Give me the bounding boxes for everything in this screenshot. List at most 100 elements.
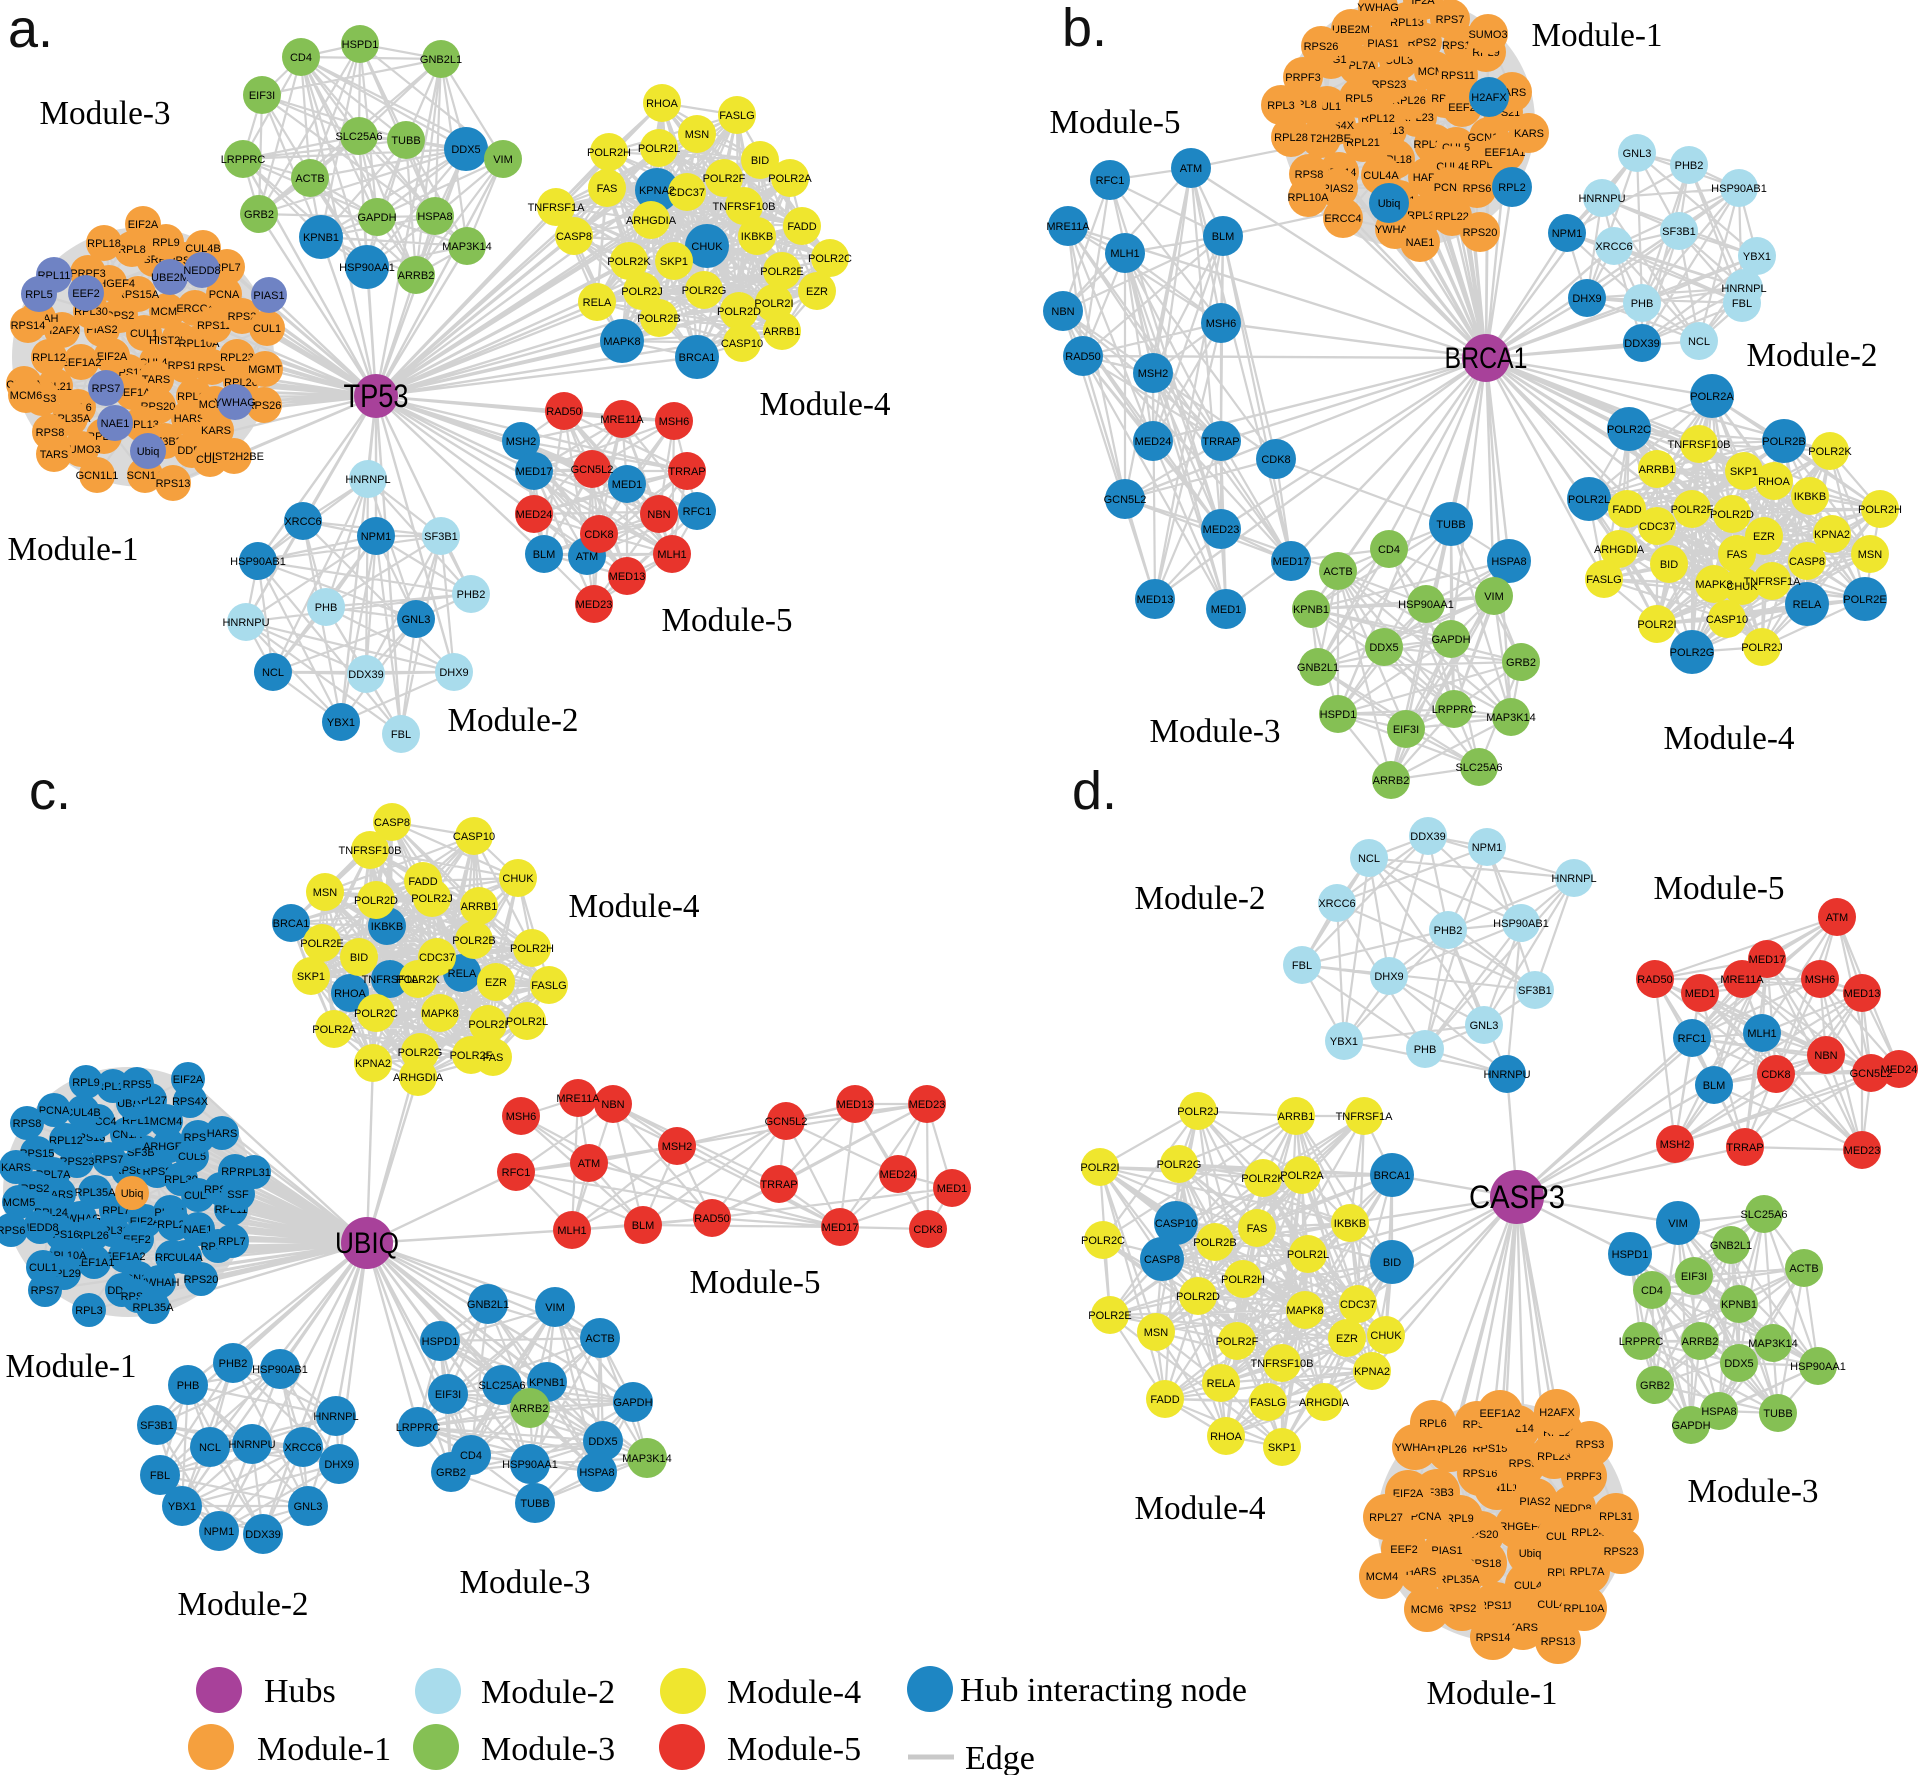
svg-text:SF3B1: SF3B1: [424, 531, 458, 543]
svg-text:YBX1: YBX1: [1330, 1036, 1358, 1048]
svg-text:POLR2B: POLR2B: [452, 935, 495, 947]
svg-text:CDC37: CDC37: [669, 187, 705, 199]
svg-text:POLR2L: POLR2L: [506, 1016, 548, 1028]
svg-text:RPL35A: RPL35A: [1439, 1574, 1481, 1586]
svg-text:EIF3I: EIF3I: [435, 1389, 461, 1401]
svg-text:CUL4A: CUL4A: [167, 1252, 203, 1264]
svg-text:RPS14: RPS14: [1476, 1632, 1511, 1644]
svg-text:Module-4: Module-4: [569, 888, 700, 925]
svg-text:RHOA: RHOA: [1210, 1431, 1242, 1443]
svg-text:RPS4X: RPS4X: [172, 1096, 209, 1108]
svg-text:PCNA: PCNA: [39, 1105, 70, 1117]
svg-text:POLR2I: POLR2I: [468, 1019, 507, 1031]
svg-text:RPL10A: RPL10A: [1564, 1603, 1606, 1615]
svg-text:POLR2G: POLR2G: [1670, 647, 1715, 659]
svg-text:PIAS2: PIAS2: [1519, 1496, 1550, 1508]
svg-text:KARS: KARS: [1514, 128, 1544, 140]
svg-text:Module-3: Module-3: [481, 1731, 615, 1768]
svg-text:BRCA1: BRCA1: [1445, 342, 1528, 375]
svg-text:KARS: KARS: [1, 1162, 31, 1174]
svg-text:Module-2: Module-2: [448, 702, 579, 739]
svg-text:POLR2E: POLR2E: [1843, 594, 1886, 606]
svg-text:GCN5L2: GCN5L2: [1850, 1068, 1893, 1080]
svg-text:EIF2A: EIF2A: [97, 351, 128, 363]
svg-text:TNFRSF10B: TNFRSF10B: [1668, 439, 1731, 451]
svg-text:ARHGDIA: ARHGDIA: [1299, 1397, 1350, 1409]
svg-text:PCNA: PCNA: [209, 289, 240, 301]
svg-text:RPL18: RPL18: [87, 238, 121, 250]
svg-text:PHB: PHB: [177, 1380, 200, 1392]
svg-text:ARRB1: ARRB1: [461, 901, 498, 913]
svg-text:Module-1: Module-1: [257, 1731, 391, 1768]
svg-text:TRRAP: TRRAP: [668, 466, 705, 478]
svg-text:MED17: MED17: [516, 466, 553, 478]
svg-text:HNRNPU: HNRNPU: [222, 617, 269, 629]
svg-text:UBE2M: UBE2M: [1332, 24, 1370, 36]
svg-text:HSP90AA1: HSP90AA1: [1398, 599, 1454, 611]
svg-text:RPL3: RPL3: [1267, 100, 1295, 112]
svg-text:NBN: NBN: [1051, 306, 1074, 318]
svg-text:CASP3: CASP3: [1469, 1179, 1565, 1215]
svg-text:POLR2D: POLR2D: [354, 895, 398, 907]
svg-text:NPM1: NPM1: [1472, 842, 1503, 854]
svg-text:RPS23: RPS23: [60, 1156, 95, 1168]
svg-text:Ubiq: Ubiq: [1519, 1548, 1542, 1560]
svg-text:MED24: MED24: [880, 1169, 917, 1181]
svg-text:POLR2A: POLR2A: [1690, 391, 1734, 403]
svg-text:CHUK: CHUK: [691, 241, 723, 253]
svg-text:GNL3: GNL3: [1623, 148, 1652, 160]
svg-text:GRB2: GRB2: [436, 1467, 466, 1479]
svg-text:POLR2E: POLR2E: [1088, 1310, 1131, 1322]
svg-text:RAD50: RAD50: [1637, 974, 1672, 986]
svg-text:POLR2E: POLR2E: [300, 938, 343, 950]
svg-text:RPS11: RPS11: [1479, 1600, 1513, 1612]
svg-text:RPS8: RPS8: [36, 427, 65, 439]
svg-text:EIF3I: EIF3I: [1393, 724, 1419, 736]
svg-text:MSN: MSN: [1858, 549, 1883, 561]
svg-text:b.: b.: [1062, 0, 1107, 58]
svg-text:EEF1A1: EEF1A1: [74, 1257, 115, 1269]
svg-text:RPS11: RPS11: [197, 320, 231, 332]
svg-text:RPL31: RPL31: [237, 1167, 271, 1179]
svg-text:EEF1A2: EEF1A2: [105, 1251, 146, 1263]
svg-text:RELA: RELA: [1207, 1378, 1236, 1390]
svg-text:MSN: MSN: [313, 887, 338, 899]
svg-text:PIAS1: PIAS1: [253, 290, 284, 302]
svg-text:ARRB2: ARRB2: [398, 270, 435, 282]
svg-text:DDX5: DDX5: [588, 1436, 617, 1448]
svg-text:HSPA8: HSPA8: [1701, 1406, 1736, 1418]
svg-text:FAS: FAS: [483, 1052, 504, 1064]
svg-text:MED23: MED23: [909, 1099, 946, 1111]
svg-text:MRE11A: MRE11A: [1720, 974, 1764, 986]
svg-text:SLC25A6: SLC25A6: [335, 131, 382, 143]
svg-text:YBX1: YBX1: [168, 1501, 196, 1513]
svg-text:POLR2G: POLR2G: [682, 285, 727, 297]
svg-text:MLH1: MLH1: [657, 549, 686, 561]
svg-text:EIF2A: EIF2A: [128, 219, 159, 231]
svg-text:ARRB1: ARRB1: [1639, 464, 1676, 476]
svg-text:GRB2: GRB2: [244, 209, 274, 221]
svg-text:CDC37: CDC37: [419, 952, 455, 964]
svg-text:MLH1: MLH1: [557, 1225, 586, 1237]
svg-text:SKP1: SKP1: [1268, 1442, 1296, 1454]
svg-text:EIF2A: EIF2A: [173, 1074, 204, 1086]
svg-text:UBIQ: UBIQ: [335, 1227, 399, 1260]
svg-text:YWHAH: YWHAH: [1395, 1442, 1436, 1454]
svg-text:ARRB1: ARRB1: [764, 326, 801, 338]
svg-text:FASLG: FASLG: [719, 110, 754, 122]
svg-text:RFC1: RFC1: [502, 1167, 531, 1179]
svg-text:MED13: MED13: [1844, 988, 1881, 1000]
svg-text:MED23: MED23: [1844, 1145, 1881, 1157]
svg-text:PIAS1: PIAS1: [1367, 38, 1398, 50]
svg-text:RPL22: RPL22: [1435, 211, 1469, 223]
svg-text:RFC1: RFC1: [1096, 175, 1125, 187]
svg-text:EEF1A2: EEF1A2: [61, 357, 102, 369]
svg-text:POLR2F: POLR2F: [450, 1050, 493, 1062]
svg-text:RPL27: RPL27: [1369, 1512, 1403, 1524]
svg-text:MAP3K14: MAP3K14: [622, 1453, 672, 1465]
svg-text:SKP1: SKP1: [297, 971, 325, 983]
svg-text:POLR2G: POLR2G: [398, 1047, 443, 1059]
svg-text:RFC1: RFC1: [683, 506, 712, 518]
svg-text:NPM1: NPM1: [361, 531, 392, 543]
svg-text:KPNB1: KPNB1: [1293, 604, 1329, 616]
